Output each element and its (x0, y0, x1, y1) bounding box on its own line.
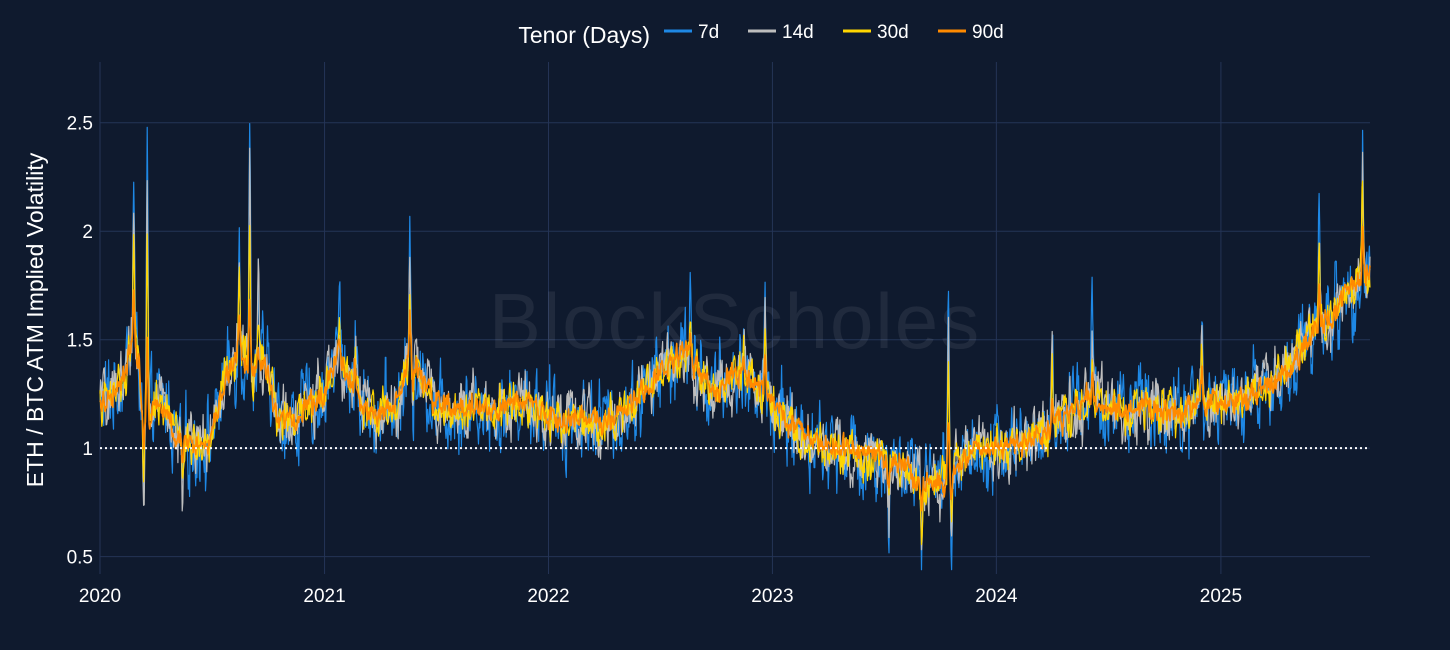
y-tick-label: 0.5 (67, 548, 93, 569)
x-tick-label: 2022 (527, 586, 569, 607)
series-line-30d (99, 180, 1371, 546)
y-tick-label: 1 (82, 439, 93, 460)
legend-item-14d[interactable]: 14d (748, 22, 814, 43)
legend-item-90d[interactable]: 90d (938, 22, 1004, 43)
legend-label: 90d (972, 22, 1004, 43)
watermark: BlockScholes (489, 277, 981, 365)
legend-item-30d[interactable]: 30d (843, 22, 909, 43)
legend-title: Tenor (Days) (518, 22, 650, 48)
legend: Tenor (Days) 7d 14d 30d 90d (518, 22, 1003, 48)
y-tick-label: 2.5 (67, 114, 93, 135)
y-tick-label: 1.5 (67, 331, 93, 352)
legend-items: 7d 14d 30d 90d (664, 22, 1004, 43)
x-tick-label: 2023 (751, 586, 793, 607)
x-tick-label: 2025 (1200, 586, 1242, 607)
legend-label: 30d (877, 22, 909, 43)
plot-series (99, 122, 1371, 571)
series-line-90d (99, 225, 1371, 512)
legend-label: 14d (782, 22, 814, 43)
legend-item-7d[interactable]: 7d (664, 22, 719, 43)
x-tick-label: 2024 (975, 586, 1018, 607)
x-axis-ticks: 2020 2021 2022 2023 2024 2025 (79, 586, 1242, 607)
x-tick-label: 2020 (79, 586, 121, 607)
x-tick-label: 2021 (303, 586, 345, 607)
legend-label: 7d (698, 22, 719, 43)
y-axis-title: ETH / BTC ATM Implied Volatility (22, 152, 48, 487)
y-axis-ticks: 0.5 1 1.5 2 2.5 (67, 114, 93, 569)
grid (99, 62, 1370, 574)
y-tick-label: 2 (82, 222, 93, 243)
